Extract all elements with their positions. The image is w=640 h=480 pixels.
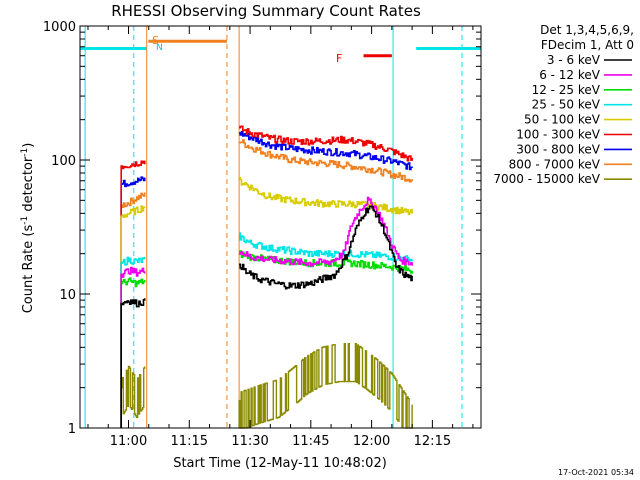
x-axis-label: Start Time (12-May-11 10:48:02) (173, 456, 387, 471)
series-line-3-seg-1 (239, 232, 413, 264)
x-tick-label-0: 11:00 (110, 434, 147, 449)
plot-area (80, 26, 481, 428)
y-tick-label-0: 1 (68, 422, 76, 437)
legend: Det 1,3,4,5,6,9, FDecim 1, Att 0 3 - 6 k… (493, 23, 634, 186)
y-axis-label-sup1: -1 (20, 216, 30, 225)
x-tick-label-1: 11:15 (171, 434, 208, 449)
chart-title: RHESSI Observing Summary Count Rates (111, 2, 421, 20)
series-line-0-seg-1 (239, 205, 413, 290)
y-tick-label-3: 1000 (43, 20, 76, 35)
legend-label-5: 100 - 300 keV (516, 128, 600, 142)
legend-header-line-2: FDecim 1, Att 0 (541, 38, 634, 52)
legend-label-8: 7000 - 15000 keV (493, 172, 600, 186)
series-line-6-seg-0 (120, 176, 146, 428)
series-line-2-seg-0 (120, 277, 146, 428)
series-line-5-seg-0 (120, 160, 146, 428)
y-axis-label-end: ) (21, 143, 36, 148)
series-line-3-seg-0 (120, 256, 146, 428)
flag-boundary-lines (84, 26, 463, 428)
series-line-8-seg-0 (120, 365, 146, 428)
x-tick-label-2: 11:30 (231, 434, 268, 449)
plot-background (80, 26, 481, 428)
series-line-4-seg-0 (120, 205, 146, 428)
series-line-1-seg-0 (120, 266, 146, 428)
footer-date: 17-Oct-2021 05:34 (558, 468, 634, 477)
y-tick-label-1: 10 (59, 288, 76, 303)
legend-label-4: 50 - 100 keV (524, 113, 601, 127)
flag-layer (80, 39, 481, 58)
series-line-4-seg-1 (239, 176, 413, 216)
legend-label-1: 6 - 12 keV (539, 68, 601, 82)
axes: 1 10 100 1000 11:00 11:15 11:30 11:45 12:00 12:15 (43, 20, 482, 449)
legend-header-line-1: Det 1,3,4,5,6,9, (540, 23, 634, 37)
flag-label-flare: F (336, 52, 342, 65)
series-line-2-seg-1 (239, 250, 413, 274)
flag-label-saa: S (152, 34, 159, 47)
x-tick-label-4: 12:00 (353, 434, 390, 449)
legend-label-2: 12 - 25 keV (532, 83, 601, 97)
y-axis-label-main: Count Rate (s (21, 225, 36, 314)
y-axis-label-sup2: -1 (20, 148, 30, 157)
series-line-7-seg-0 (120, 192, 146, 428)
legend-label-0: 3 - 6 keV (547, 53, 601, 67)
series-line-0-seg-0 (120, 298, 146, 428)
series-line-8-seg-1 (238, 343, 413, 429)
series-line-6-seg-1 (239, 130, 413, 171)
y-tick-label-2: 100 (51, 154, 76, 169)
y-axis-label-mid: detector (21, 156, 36, 216)
series-line-7-seg-1 (239, 139, 413, 183)
legend-label-3: 25 - 50 keV (532, 98, 601, 112)
x-tick-label-5: 12:15 (414, 434, 451, 449)
legend-label-7: 800 - 7000 keV (509, 157, 601, 171)
x-tick-label-3: 11:45 (292, 434, 329, 449)
flag-label-night: N (156, 43, 163, 53)
plot-frame (79, 25, 482, 429)
legend-label-6: 300 - 800 keV (516, 142, 600, 156)
y-axis-label: Count Rate (s-1 detector-1) (20, 143, 36, 314)
series-line-5-seg-1 (239, 125, 413, 162)
series-layer (120, 125, 413, 429)
